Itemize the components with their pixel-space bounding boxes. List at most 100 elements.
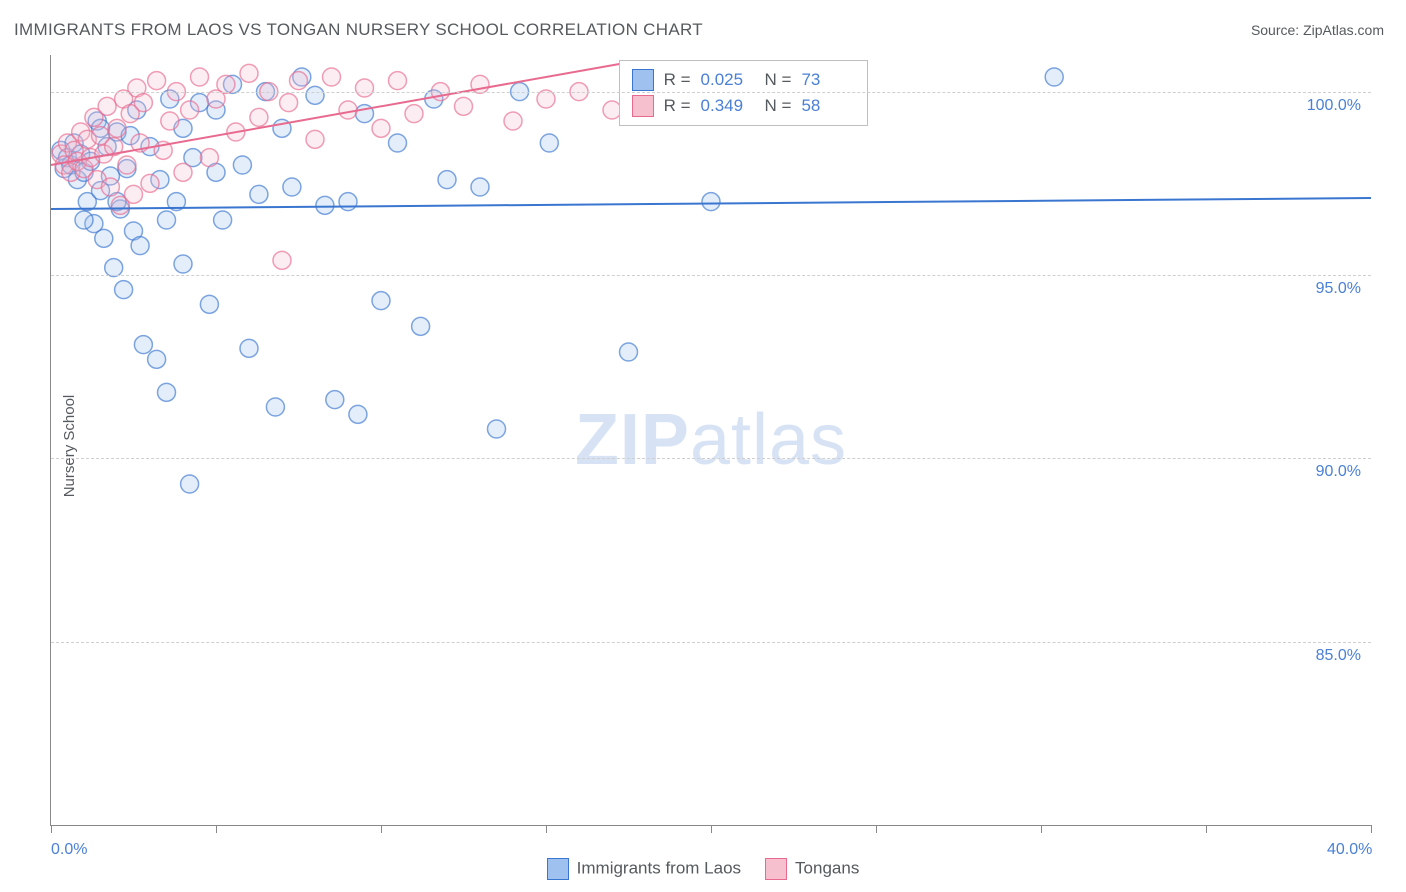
scatter-point [290,72,308,90]
scatter-point [339,193,357,211]
x-tick [1041,825,1042,833]
scatter-point [620,343,638,361]
x-tick-label: 0.0% [51,841,87,859]
scatter-point [125,185,143,203]
scatter-point [280,94,298,112]
scatter-point [389,134,407,152]
scatter-point [372,292,390,310]
x-tick [546,825,547,833]
legend-r-label: R = [664,70,691,90]
scatter-point [266,398,284,416]
scatter-point [250,108,268,126]
scatter-point [488,420,506,438]
gridline [51,458,1371,459]
legend-series-label: Tongans [795,858,859,877]
scatter-point [240,64,258,82]
scatter-point [1045,68,1063,86]
x-tick-label: 40.0% [1327,841,1372,859]
scatter-point [148,72,166,90]
legend-r-label: R = [664,96,691,116]
scatter-point [174,255,192,273]
scatter-point [191,68,209,86]
x-tick [381,825,382,833]
legend-r-value: 0.025 [701,70,755,90]
legend-series: Immigrants from Laos Tongans [0,858,1406,880]
scatter-point [233,156,251,174]
legend-stat-row: R = 0.025 N = 73 [632,67,856,93]
scatter-point [200,149,218,167]
scatter-point [75,211,93,229]
scatter-point [405,105,423,123]
gridline [51,642,1371,643]
scatter-point [101,178,119,196]
scatter-point [316,196,334,214]
legend-series-label: Immigrants from Laos [577,858,741,877]
scatter-point [217,75,235,93]
legend-swatch [632,69,654,91]
scatter-point [181,475,199,493]
scatter-point [108,119,126,137]
scatter-point [181,101,199,119]
scatter-point [141,174,159,192]
scatter-point [158,211,176,229]
x-tick [711,825,712,833]
scatter-point [306,86,324,104]
legend-n-value: 73 [801,70,855,90]
legend-stat-row: R =0.349N =58 [632,93,856,119]
y-tick-label: 90.0% [1316,463,1361,481]
scatter-point [105,259,123,277]
legend-swatch [547,858,569,880]
scatter-point [273,251,291,269]
scatter-point [131,237,149,255]
y-tick-label: 85.0% [1316,647,1361,665]
y-tick-label: 95.0% [1316,280,1361,298]
legend-swatch [765,858,787,880]
legend-series-item: Tongans [765,858,859,880]
scatter-point [134,94,152,112]
scatter-point [214,211,232,229]
scatter-point [702,193,720,211]
scatter-point [455,97,473,115]
scatter-point [161,112,179,130]
legend-stats: R =0.025N =73R =0.349N =58 [619,60,869,126]
scatter-point [438,171,456,189]
x-tick [876,825,877,833]
svg-overlay [51,55,1371,825]
scatter-point [372,119,390,137]
legend-n-label: N = [765,96,792,116]
legend-n-value: 58 [801,96,855,116]
scatter-point [283,178,301,196]
scatter-point [306,130,324,148]
scatter-point [323,68,341,86]
scatter-point [118,156,136,174]
scatter-point [200,295,218,313]
scatter-point [540,134,558,152]
scatter-point [349,405,367,423]
plot-area: ZIPatlas R =0.025N =73R =0.349N =58 85.0… [50,55,1371,826]
scatter-point [148,350,166,368]
x-tick [1206,825,1207,833]
gridline [51,275,1371,276]
scatter-point [412,317,430,335]
scatter-point [250,185,268,203]
scatter-point [339,101,357,119]
legend-series-item: Immigrants from Laos [547,858,741,880]
scatter-point [356,79,374,97]
scatter-point [174,163,192,181]
scatter-point [326,391,344,409]
scatter-point [115,281,133,299]
gridline [51,92,1371,93]
legend-n-label: N = [765,70,792,90]
x-tick [1371,825,1372,833]
scatter-point [240,339,258,357]
x-tick [51,825,52,833]
legend-swatch [632,95,654,117]
scatter-point [134,336,152,354]
x-tick [216,825,217,833]
scatter-point [389,72,407,90]
y-tick-label: 100.0% [1307,97,1361,115]
source-label: Source: ZipAtlas.com [1251,22,1384,38]
scatter-point [98,97,116,115]
scatter-point [537,90,555,108]
chart-title: IMMIGRANTS FROM LAOS VS TONGAN NURSERY S… [14,20,703,40]
